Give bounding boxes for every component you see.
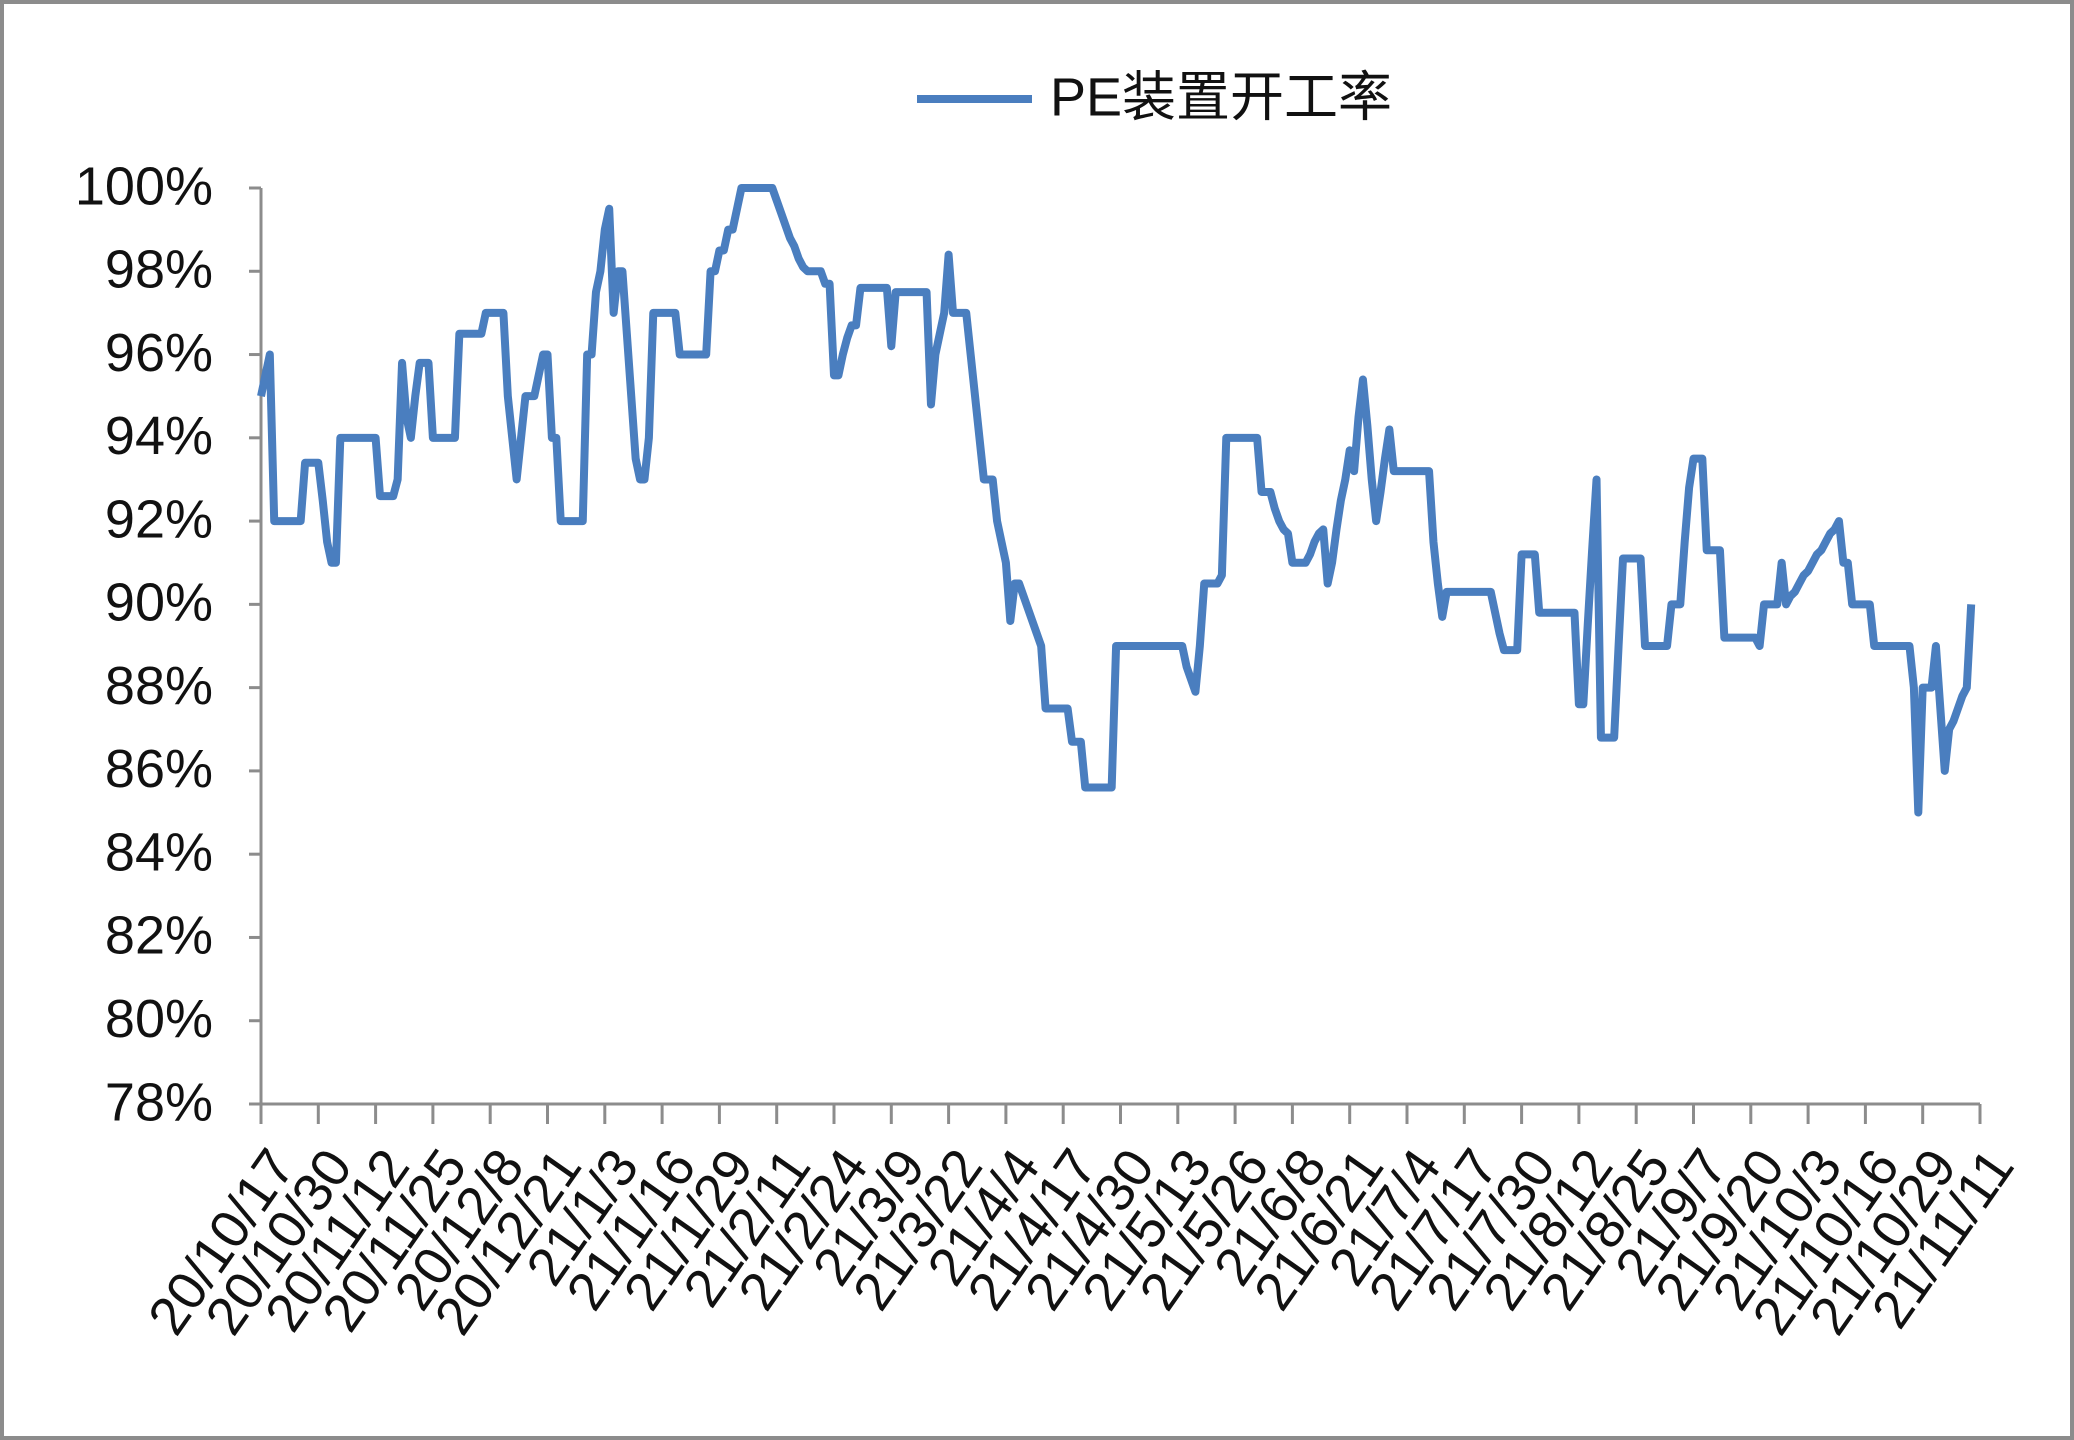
y-tick-label: 96% (105, 323, 213, 383)
y-tick-label: 94% (105, 406, 213, 466)
y-tick-label: 90% (105, 573, 213, 633)
series-line (257, 184, 1976, 817)
y-tick-label: 80% (105, 989, 213, 1049)
legend-label: PE装置开工率 (1050, 67, 1392, 127)
y-tick-label: 78% (105, 1072, 213, 1132)
y-tick-label: 98% (105, 240, 213, 300)
y-tick-label: 88% (105, 656, 213, 716)
y-tick-label: 82% (105, 906, 213, 966)
y-tick-label: 84% (105, 822, 213, 882)
y-tick-label: 92% (105, 489, 213, 549)
y-tick-label: 86% (105, 739, 213, 799)
y-tick-label: 100% (75, 156, 213, 216)
